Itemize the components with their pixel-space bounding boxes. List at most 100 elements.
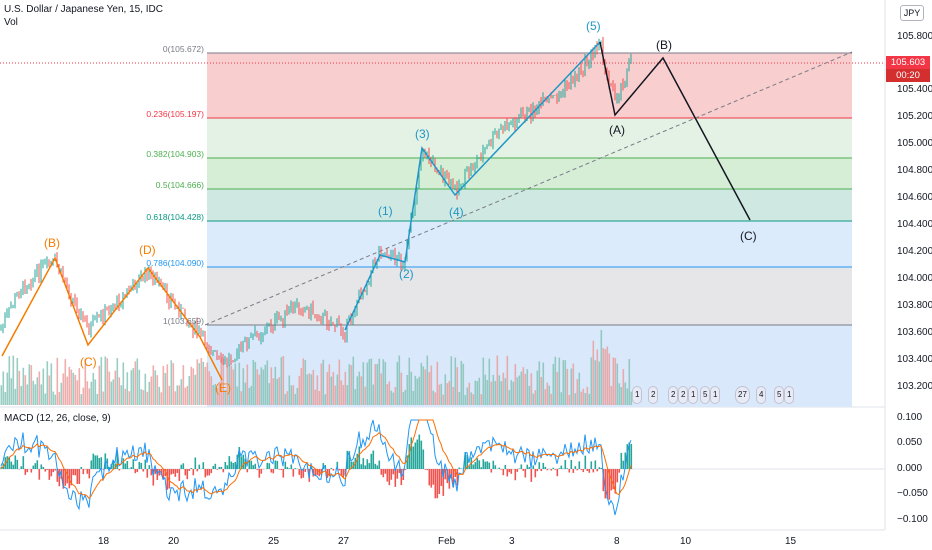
macd-histogram-bar [340,469,343,476]
macd-histogram-bar [12,464,15,469]
macd-histogram-bar [446,469,449,484]
macd-histogram-bar [606,469,609,499]
volume-bar [20,386,23,405]
economic-event-badge[interactable]: 1 [688,386,699,404]
volume-bar [104,356,107,405]
volume-bar [144,373,147,405]
currency-button[interactable]: JPY [900,5,924,21]
macd-histogram-bar [342,469,345,478]
volume-bar [334,385,337,405]
macd-tick: −0.100 [897,514,928,525]
wave-label-5: (5) [586,19,601,33]
macd-histogram-bar [142,469,145,472]
macd-histogram-bar [360,464,363,469]
volume-bar [120,385,123,405]
macd-tick: 0.100 [897,412,923,423]
volume-bar [624,382,627,405]
macd-histogram-bar [608,469,611,500]
volume-bar [422,366,425,405]
bar-countdown: 00:20 [886,69,930,82]
macd-histogram-bar [222,469,225,473]
volume-bar [302,358,305,405]
volume-bar [126,372,129,405]
price-tick: 104.600 [897,192,932,203]
volume-bar [316,375,319,405]
volume-bar [266,360,269,405]
volume-bar [10,378,13,405]
economic-event-badge[interactable]: 5 [700,386,711,404]
trend-line[interactable] [204,51,853,326]
macd-histogram-bar [304,469,307,472]
volume-bar [544,389,547,405]
volume-bar [552,363,555,405]
volume-bar [72,372,75,405]
economic-event-badge[interactable]: 2 [678,386,689,404]
prior-wave-label-e: (E) [215,381,231,395]
volume-bar [196,359,199,405]
volume-bar [470,392,473,405]
economic-event-badge[interactable]: 2 [668,386,679,404]
fib-level-0618: 0.618(104.428) [146,212,204,222]
prior-correction-wave[interactable] [1,256,223,381]
prior-wave-label-c: (C) [80,355,97,369]
volume-bar [6,372,9,405]
volume-bar [374,364,377,405]
macd-histogram-bar [256,469,259,470]
volume-bar [446,383,449,405]
economic-event-badge[interactable]: 1 [710,386,721,404]
macd-histogram-bar [336,461,339,469]
volume-bar [52,391,55,405]
volume-bar [622,369,625,405]
economic-event-badge[interactable]: 2 [648,386,659,404]
time-tick: 15 [785,536,797,547]
volume-bar [66,376,69,405]
volume-bar [574,393,577,405]
volume-bar [476,381,479,405]
macd-histogram-bar [612,469,615,490]
volume-bar [386,384,389,405]
macd-histogram-bar [614,469,617,494]
macd-histogram-bar [442,469,445,496]
volume-bar [596,349,599,405]
volume-bar [220,356,223,405]
correction-projection[interactable] [599,41,751,221]
economic-event-badge[interactable]: 1 [784,386,795,404]
macd-histogram-bar [514,469,517,481]
macd-histogram-bar [510,469,513,474]
economic-event-badge[interactable]: 4 [756,386,767,404]
volume-bar [254,361,257,405]
macd-histogram-bar [390,469,393,480]
volume-bar [158,386,161,405]
volume-bar [146,391,149,405]
volume-bar [78,367,81,405]
macd-histogram-bar [530,469,533,482]
volume-bar [170,360,173,405]
volume-bar [582,388,585,405]
volume-bar [570,368,573,405]
macd-histogram-bar [372,450,375,469]
volume-bar [110,381,113,405]
impulse-wave[interactable] [344,41,601,331]
volume-bar [512,381,515,405]
volume-bar [348,364,351,405]
volume-bar [434,392,437,405]
macd-histogram-bar [88,469,91,479]
macd-histogram-bar [22,456,25,469]
volume-bar [164,373,167,405]
macd-histogram-bar [500,469,503,470]
economic-event-badge[interactable]: 27 [735,386,750,404]
volume-bar [342,384,345,405]
macd-histogram-bar [464,451,467,469]
macd-histogram-bar [362,458,365,469]
economic-event-badge[interactable]: 1 [632,386,643,404]
macd-histogram-bar [598,467,601,469]
wave-label-c: (C) [740,229,757,243]
volume-bar [312,369,315,405]
macd-histogram-bar [416,439,419,469]
macd-histogram-bar [536,469,539,472]
macd-histogram-bar [540,469,543,472]
economic-event-badge[interactable]: 5 [774,386,785,404]
macd-histogram-bar [204,469,207,478]
volume-bar [404,389,407,405]
